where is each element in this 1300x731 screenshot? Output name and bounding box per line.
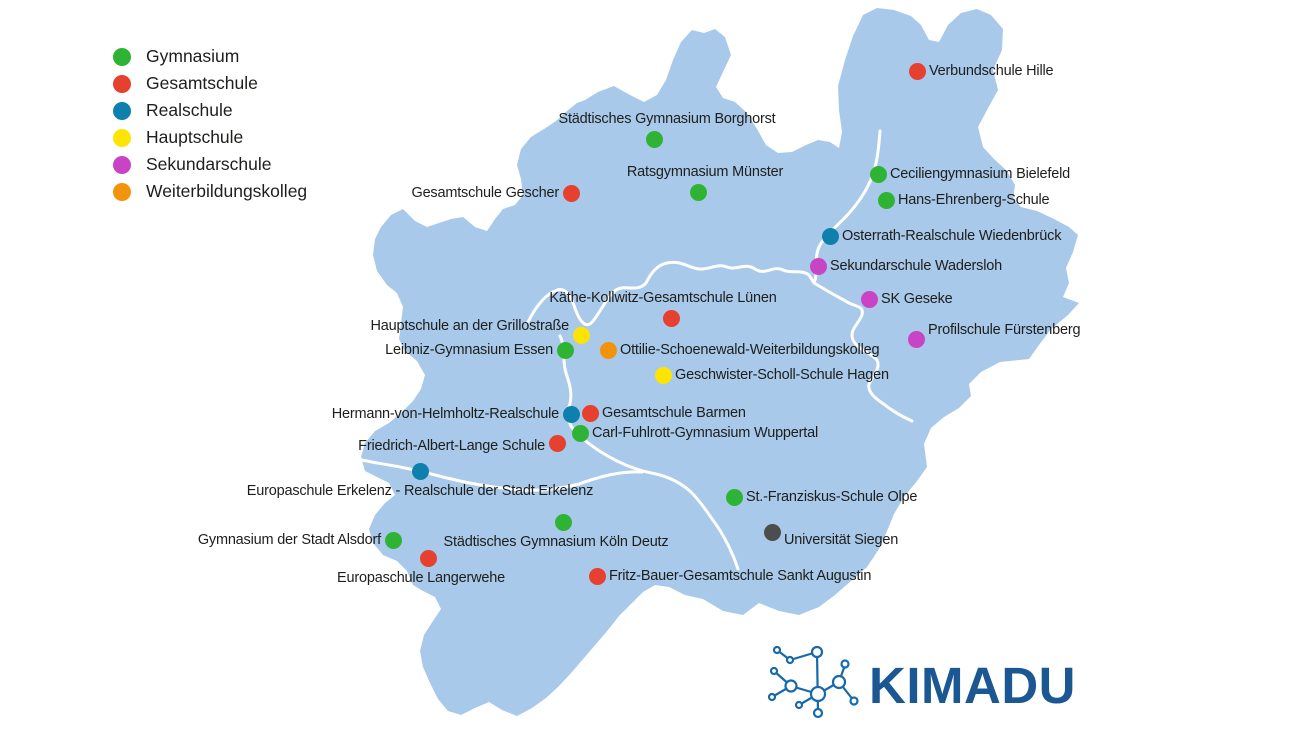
- legend-item: Hauptschule: [113, 124, 307, 151]
- school-marker-label: Geschwister-Scholl-Schule Hagen: [675, 367, 889, 383]
- school-marker-label: Hermann-von-Helmholtz-Realschule: [331, 406, 560, 422]
- school-marker-dot[interactable]: [599, 341, 617, 359]
- legend-item: Weiterbildungskolleg: [113, 178, 307, 205]
- legend-item-label: Hauptschule: [146, 127, 244, 147]
- legend: Gymnasium Gesamtschule Realschule Haupts…: [113, 43, 307, 205]
- school-marker-label: Käthe-Kollwitz-Gesamtschule Lünen: [549, 290, 777, 306]
- school-marker-dot[interactable]: [562, 184, 580, 202]
- school-marker-dot[interactable]: [588, 567, 606, 585]
- school-marker-label: Carl-Fuhlrott-Gymnasium Wuppertal: [592, 425, 819, 441]
- school-marker-label: St.-Franziskus-Schule Olpe: [746, 489, 918, 505]
- legend-item-label: Gesamtschule: [146, 73, 258, 93]
- school-marker-label: SK Geseke: [881, 291, 953, 307]
- legend-item-label: Realschule: [146, 100, 233, 120]
- school-marker-label: Hans-Ehrenberg-Schule: [898, 192, 1050, 208]
- school-marker-label: Profilschule Fürstenberg: [928, 322, 1081, 338]
- school-marker-dot[interactable]: [645, 130, 663, 148]
- school-marker-label: Gymnasium der Stadt Alsdorf: [197, 532, 381, 548]
- logo-text: KIMADU: [869, 657, 1076, 714]
- school-marker-dot[interactable]: [411, 462, 429, 480]
- school-marker-label: Sekundarschule Wadersloh: [830, 258, 1002, 274]
- school-marker-label: Ceciliengymnasium Bielefeld: [890, 166, 1070, 182]
- school-marker-dot[interactable]: [548, 434, 566, 452]
- legend-dot-icon: [113, 128, 131, 147]
- school-marker-label: Ratsgymnasium Münster: [626, 164, 784, 180]
- legend-item: Realschule: [113, 97, 307, 124]
- legend-item-label: Sekundarschule: [146, 154, 272, 174]
- school-marker-dot[interactable]: [554, 513, 572, 531]
- school-marker-dot[interactable]: [877, 191, 895, 209]
- school-marker-dot[interactable]: [821, 227, 839, 245]
- school-marker-label: Leibniz-Gymnasium Essen: [385, 342, 553, 358]
- school-marker-dot[interactable]: [562, 405, 580, 423]
- school-marker-dot[interactable]: [763, 523, 781, 541]
- logo-network-icon: [767, 645, 859, 719]
- school-marker-label: Gesamtschule Gescher: [411, 185, 559, 201]
- school-marker-dot[interactable]: [571, 424, 589, 442]
- school-marker-dot[interactable]: [860, 290, 878, 308]
- school-marker-label: Friedrich-Albert-Lange Schule: [358, 438, 545, 454]
- legend-dot-icon: [113, 74, 131, 93]
- school-marker-label: Fritz-Bauer-Gesamtschule Sankt Augustin: [609, 568, 872, 584]
- legend-dot-icon: [113, 155, 131, 174]
- legend-dot-icon: [113, 47, 131, 66]
- school-marker-label: Osterrath-Realschule Wiedenbrück: [842, 228, 1062, 244]
- school-marker-dot[interactable]: [556, 341, 574, 359]
- school-marker-dot[interactable]: [384, 531, 402, 549]
- school-marker-dot[interactable]: [907, 330, 925, 348]
- legend-item-label: Gymnasium: [146, 46, 240, 66]
- school-marker-dot[interactable]: [419, 549, 437, 567]
- school-marker-dot[interactable]: [725, 488, 743, 506]
- school-marker-label: Universität Siegen: [784, 532, 899, 548]
- school-marker-label: Hauptschule an der Grillostraße: [370, 318, 569, 334]
- school-marker-label: Gesamtschule Barmen: [602, 405, 746, 421]
- school-marker-label: Europaschule Erkelenz - Realschule der S…: [246, 483, 594, 499]
- legend-item: Gesamtschule: [113, 70, 307, 97]
- state-shape: [361, 8, 1079, 716]
- school-marker-dot[interactable]: [572, 326, 590, 344]
- school-marker-dot[interactable]: [654, 366, 672, 384]
- logo-network-nodes: [767, 645, 859, 719]
- school-marker-label: Städtisches Gymnasium Köln Deutz: [443, 534, 669, 550]
- school-marker-dot[interactable]: [689, 183, 707, 201]
- school-marker-dot[interactable]: [809, 257, 827, 275]
- school-marker-label: Verbundschule Hille: [929, 63, 1054, 79]
- school-marker-dot[interactable]: [869, 165, 887, 183]
- school-marker-label: Europaschule Langerwehe: [337, 570, 505, 586]
- school-marker-dot[interactable]: [908, 62, 926, 80]
- legend-item-label: Weiterbildungskolleg: [146, 181, 308, 201]
- school-marker-label: Ottilie-Schoenewald-Weiterbildungskolleg: [620, 342, 880, 358]
- school-marker-dot[interactable]: [662, 309, 680, 327]
- school-marker-dot[interactable]: [581, 404, 599, 422]
- legend-dot-icon: [113, 182, 131, 201]
- legend-dot-icon: [113, 101, 131, 120]
- legend-item: Gymnasium: [113, 43, 307, 70]
- legend-item: Sekundarschule: [113, 151, 307, 178]
- school-marker-label: Städtisches Gymnasium Borghorst: [558, 111, 776, 127]
